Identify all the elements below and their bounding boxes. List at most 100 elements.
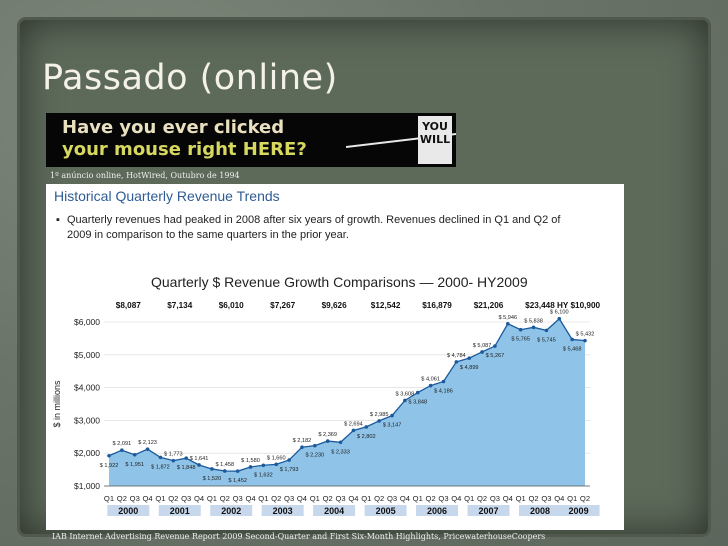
banner-text: Have you ever clicked your mouse right H… <box>62 117 307 161</box>
source-footer: IAB Internet Advertising Revenue Report … <box>52 532 546 541</box>
data-label: $ 3,147 <box>383 423 402 429</box>
quarter-label: Q2 <box>168 494 178 503</box>
data-point <box>222 469 227 473</box>
data-point <box>390 413 394 418</box>
revenue-line <box>108 317 586 472</box>
bullet-dot: ▪ <box>56 214 60 226</box>
banner-ad-image: Have you ever clicked your mouse right H… <box>46 113 456 167</box>
year-box <box>313 505 356 516</box>
annual-total-label: $16,879 <box>422 301 452 310</box>
data-label: $ 1,848 <box>177 465 196 471</box>
year-label: 2005 <box>376 506 396 516</box>
quarter-label: Q4 <box>503 494 513 503</box>
year-label: 2003 <box>273 506 293 516</box>
quarter-label: Q4 <box>245 494 255 503</box>
quarter-label: Q2 <box>323 494 333 503</box>
year-label: 2006 <box>427 506 447 516</box>
data-point <box>261 463 266 468</box>
year-box <box>518 505 561 516</box>
data-point <box>235 469 240 473</box>
data-point <box>557 316 562 321</box>
report-slide: Historical Quarterly Revenue Trends ▪ Qu… <box>46 184 624 530</box>
data-label: $ 2,091 <box>113 441 132 447</box>
quarter-label: Q4 <box>451 494 461 503</box>
data-label: $ 5,468 <box>563 346 582 352</box>
report-bullet-text: Quarterly revenues had peaked in 2008 af… <box>67 214 561 241</box>
year-box <box>158 505 201 516</box>
data-point <box>274 462 279 467</box>
data-point <box>467 356 472 360</box>
data-point <box>338 440 343 445</box>
data-point <box>145 447 150 451</box>
data-label: $ 1,872 <box>151 464 170 470</box>
chart-title: Quarterly $ Revenue Growth Comparisons —… <box>151 274 528 290</box>
data-point <box>171 458 176 463</box>
quarter-label: Q2 <box>426 494 436 503</box>
quarter-label: Q1 <box>258 494 268 503</box>
data-label: $ 5,765 <box>511 337 530 343</box>
data-point <box>583 338 587 343</box>
report-heading: Historical Quarterly Revenue Trends <box>54 188 280 204</box>
quarter-label: Q2 <box>117 494 127 503</box>
data-label: $ 1,660 <box>267 455 286 461</box>
data-point <box>570 337 574 342</box>
data-point <box>300 445 304 450</box>
year-label: 2007 <box>478 506 498 516</box>
quarter-label: Q3 <box>284 494 294 503</box>
y-tick-label: $1,000 <box>74 481 100 491</box>
data-label: $ 1,773 <box>164 452 183 458</box>
data-label: $ 1,922 <box>100 463 119 469</box>
report-bullet: ▪ Quarterly revenues had peaked in 2008 … <box>56 213 585 243</box>
quarter-label: Q1 <box>464 494 474 503</box>
data-label: $ 1,951 <box>125 462 144 468</box>
annual-total-label: $23,448 <box>525 301 555 310</box>
data-point <box>441 379 446 384</box>
quarter-label: Q1 <box>104 494 114 503</box>
data-point <box>325 439 330 443</box>
annual-total-label: $9,626 <box>322 301 347 310</box>
y-tick-label: $4,000 <box>74 383 100 393</box>
data-label: $ 1,580 <box>241 458 260 464</box>
data-label: $ 5,946 <box>498 315 517 321</box>
quarter-label: Q2 <box>580 494 590 503</box>
quarter-label: Q1 <box>155 494 165 503</box>
quarter-label: Q2 <box>528 494 538 503</box>
year-label: 2001 <box>170 506 190 516</box>
year-box <box>107 505 150 516</box>
quarter-label: Q3 <box>438 494 448 503</box>
data-label: $ 2,123 <box>138 440 157 446</box>
quarter-label: Q2 <box>374 494 384 503</box>
quarter-label: Q2 <box>271 494 281 503</box>
data-point <box>210 467 214 471</box>
data-label: $ 4,061 <box>421 377 440 383</box>
quarter-label: Q1 <box>413 494 423 503</box>
quarter-label: Q1 <box>567 494 577 503</box>
annual-total-label: $7,134 <box>167 301 192 310</box>
annual-total-label: HY $10,900 <box>557 301 601 310</box>
data-point <box>364 425 369 429</box>
year-label: 2009 <box>569 506 589 516</box>
data-label: $ 4,899 <box>460 365 479 371</box>
quarter-label: Q3 <box>490 494 500 503</box>
data-label: $ 3,608 <box>396 391 415 397</box>
annual-total-label: $6,010 <box>219 301 244 310</box>
data-label: $ 5,087 <box>473 343 492 349</box>
data-label: $ 1,520 <box>203 476 222 482</box>
quarter-label: Q3 <box>335 494 345 503</box>
year-box <box>467 505 510 516</box>
slide-title: Passado (online) <box>42 58 338 98</box>
quarter-label: Q4 <box>348 494 358 503</box>
data-point <box>351 428 356 433</box>
data-point <box>377 419 381 423</box>
banner-line-1: Have you ever clicked <box>62 117 285 138</box>
quarter-label: Q4 <box>194 494 204 503</box>
data-label: $ 5,267 <box>486 353 505 359</box>
year-box <box>261 505 304 516</box>
banner-line-2: your mouse right HERE? <box>62 139 307 160</box>
data-label: $ 2,333 <box>331 449 350 455</box>
quarter-label: Q3 <box>541 494 551 503</box>
data-label: $ 2,985 <box>370 412 389 418</box>
data-point <box>415 390 420 395</box>
data-label: $ 2,182 <box>293 438 312 444</box>
quarter-label: Q4 <box>400 494 410 503</box>
